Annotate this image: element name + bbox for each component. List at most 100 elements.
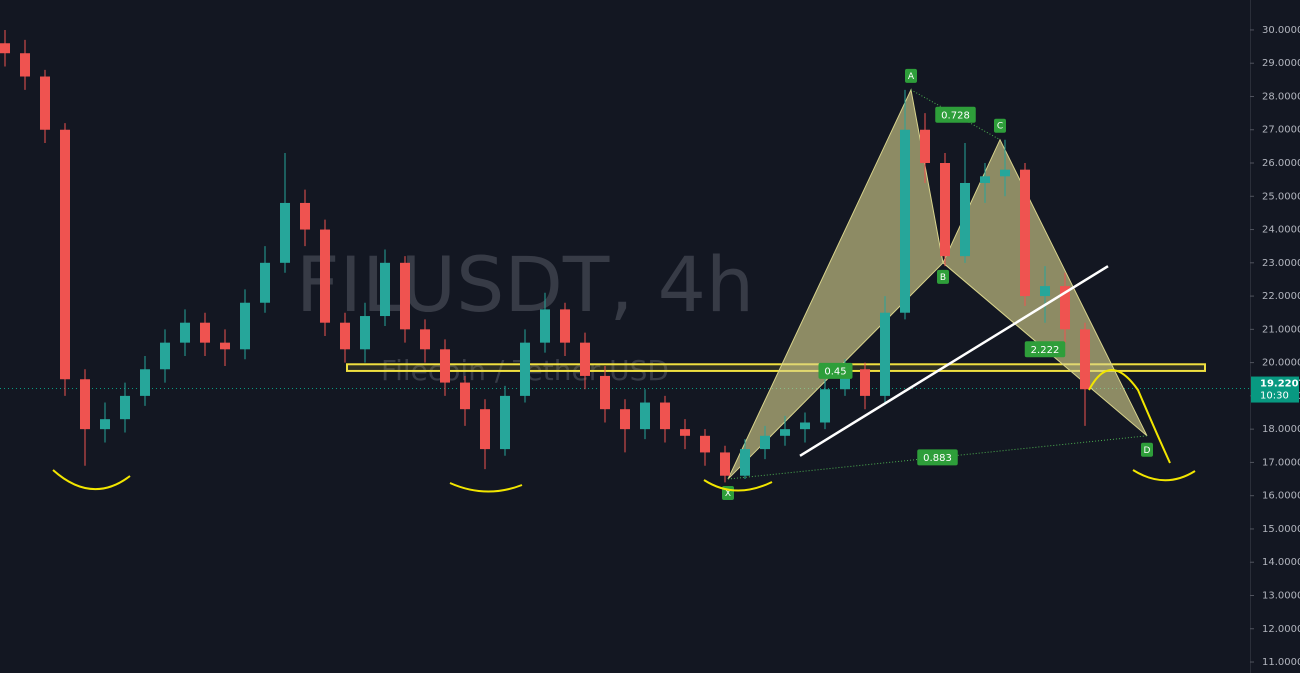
candle-body	[280, 202, 290, 263]
ratio-label: 0.728	[941, 110, 970, 121]
y-tick-label: 13.0000	[1262, 590, 1300, 601]
curve	[449, 482, 523, 493]
candle-body	[160, 342, 170, 370]
candle-body	[440, 349, 450, 383]
trendline	[799, 265, 1109, 457]
candle-body	[820, 389, 830, 423]
candle-body	[480, 409, 490, 450]
ratio-label: 0.883	[923, 453, 952, 464]
point-label: D	[1144, 446, 1151, 456]
ratio-box	[917, 449, 958, 466]
candle-body	[620, 409, 630, 430]
candle-body	[560, 309, 570, 343]
y-tick-label: 12.0000	[1262, 624, 1300, 635]
candle-body	[880, 312, 890, 396]
candle-body	[80, 379, 90, 430]
candle-body	[920, 129, 930, 164]
candle-body	[1040, 286, 1050, 297]
candle-body	[420, 329, 430, 350]
candle-body	[180, 322, 190, 343]
candle-body	[40, 76, 50, 130]
last-price-tag	[1251, 376, 1299, 403]
candle-body	[460, 382, 470, 410]
candle-body	[20, 53, 30, 77]
curve	[703, 479, 773, 492]
candle-body	[220, 342, 230, 350]
point-box	[937, 269, 949, 284]
candle-body	[700, 435, 710, 453]
y-tick-label: 14.0000	[1262, 557, 1300, 568]
candle-body	[1060, 286, 1070, 330]
candle-body	[940, 163, 950, 257]
curve	[1132, 469, 1196, 482]
last-price-label: 19.2207	[1260, 379, 1300, 390]
candle-body	[300, 202, 310, 230]
candle-body	[0, 43, 10, 54]
candle-body	[740, 449, 750, 476]
candle-body	[860, 369, 870, 396]
candle-body	[360, 316, 370, 350]
candle-body	[640, 402, 650, 430]
y-tick-label: 28.0000	[1262, 91, 1300, 102]
y-tick-label: 22.0000	[1262, 291, 1300, 302]
candle-body	[140, 369, 150, 396]
candle-body	[240, 302, 250, 350]
candle-body	[720, 452, 730, 476]
candle-body	[600, 375, 610, 410]
y-tick-label: 27.0000	[1262, 125, 1300, 136]
ratio-label: 0.45	[824, 366, 846, 377]
candle-body	[260, 262, 270, 303]
candle-body	[1000, 169, 1010, 177]
candle-body	[100, 419, 110, 430]
point-box	[1141, 442, 1153, 457]
candle-body	[800, 422, 810, 430]
y-tick-label: 29.0000	[1262, 58, 1300, 69]
candle-body	[500, 395, 510, 450]
candle-body	[760, 435, 770, 450]
annotation-curves	[52, 369, 1196, 493]
candle-body	[660, 402, 670, 430]
countdown-label: 10:30	[1260, 391, 1289, 402]
candle-body	[540, 309, 550, 343]
candle-body	[120, 395, 130, 420]
ratio-box	[935, 106, 976, 123]
curve	[1088, 369, 1171, 464]
candle-body	[900, 129, 910, 313]
candle-body	[960, 182, 970, 257]
y-tick-label: 15.0000	[1262, 524, 1300, 535]
y-tick-label: 18.0000	[1262, 424, 1300, 435]
y-tick-label: 17.0000	[1262, 457, 1300, 468]
y-tick-label: 25.0000	[1262, 191, 1300, 202]
y-tick-label: 26.0000	[1262, 158, 1300, 169]
candle-body	[1020, 169, 1030, 297]
y-tick-label: 30.0000	[1262, 25, 1300, 36]
candle-body	[680, 429, 690, 436]
plot: 0.45 0.728 2.222 0.883 X A B C D	[0, 29, 1250, 501]
y-tick-label: 24.0000	[1262, 225, 1300, 236]
candle-body	[320, 229, 330, 323]
y-tick-label: 11.0000	[1262, 657, 1300, 668]
y-tick-label: 20.0000	[1262, 358, 1300, 369]
candle-body	[840, 369, 850, 390]
point-label: A	[908, 72, 915, 82]
point-label: X	[725, 489, 731, 499]
candle-body	[520, 342, 530, 396]
watermark-title: FILUSDT, 4h	[296, 240, 754, 329]
ratio-label: 2.222	[1031, 345, 1060, 356]
candle-body	[980, 176, 990, 183]
curve	[52, 469, 131, 490]
candle-body	[380, 262, 390, 317]
point-label: C	[997, 122, 1003, 132]
ratio-box	[818, 362, 853, 379]
point-box	[994, 118, 1006, 133]
candle-body	[400, 262, 410, 330]
resistance-zone	[346, 363, 1206, 372]
candle-body	[1080, 329, 1090, 390]
candle-body	[60, 129, 70, 380]
point-box	[905, 68, 917, 83]
point-label: B	[940, 273, 946, 283]
ratio-box	[1024, 341, 1066, 358]
